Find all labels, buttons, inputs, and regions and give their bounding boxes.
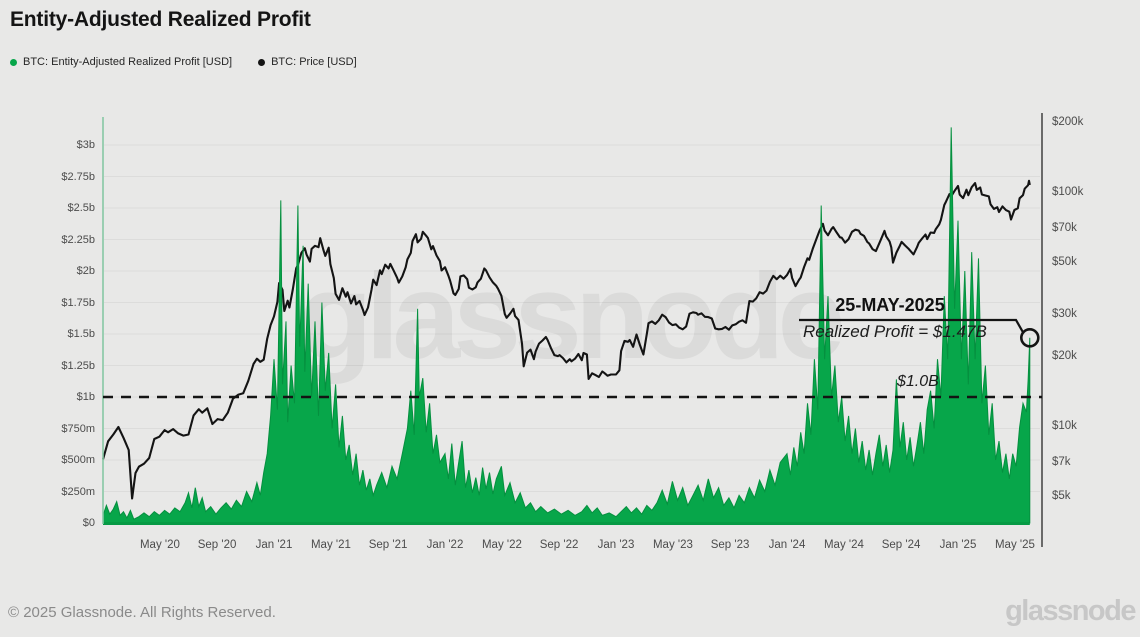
legend-dot-green-icon xyxy=(10,58,17,66)
y-axis-left-tick: $2.5b xyxy=(67,202,95,214)
y-axis-right-tick: $100k xyxy=(1052,186,1084,198)
x-axis-tick: Sep '22 xyxy=(539,539,579,551)
realized-profit-area-series xyxy=(102,127,1031,524)
callout-date-label: 25-MAY-2025 xyxy=(835,295,945,315)
x-axis-tick: May '24 xyxy=(823,539,864,551)
footer-copyright: © 2025 Glassnode. All Rights Reserved. xyxy=(8,604,276,621)
x-axis-tick: Jan '21 xyxy=(255,539,293,551)
legend-item-realized-profit[interactable]: BTC: Entity-Adjusted Realized Profit [US… xyxy=(10,56,232,68)
legend-dot-black-icon xyxy=(258,58,266,66)
x-axis-tick: Sep '24 xyxy=(881,539,921,551)
y-axis-left-tick: $2.75b xyxy=(61,170,95,183)
y-axis-left-tick: $1.5b xyxy=(67,328,95,340)
y-axis-right-tick: $200k xyxy=(1052,115,1084,128)
y-axis-left-tick: $0 xyxy=(82,517,95,529)
y-axis-left-tick: $250m xyxy=(61,485,95,498)
y-axis-left-tick: $500m xyxy=(61,454,95,466)
x-axis-tick: Jan '22 xyxy=(426,539,464,551)
highlight-circle-marker xyxy=(1020,327,1040,348)
page-title: Entity-Adjusted Realized Profit xyxy=(10,8,311,31)
y-axis-right-tick: $20k xyxy=(1052,349,1077,362)
y-axis-left-tick: $750m xyxy=(61,422,95,435)
callout-value-label: Realized Profit = $1.47B xyxy=(803,322,987,341)
x-axis-tick: May '25 xyxy=(994,539,1035,551)
y-axis-right-tick: $5k xyxy=(1052,490,1071,503)
legend-item-price[interactable]: BTC: Price [USD] xyxy=(258,56,357,68)
legend-label: BTC: Entity-Adjusted Realized Profit [US… xyxy=(23,56,233,68)
x-axis-tick: Sep '21 xyxy=(368,539,408,551)
footer-brand-logo: glassnode xyxy=(1005,595,1136,627)
legend-label: BTC: Price [USD] xyxy=(271,56,357,68)
y-axis-right-tick: $50k xyxy=(1052,256,1077,269)
x-axis-tick: Sep '20 xyxy=(197,539,237,551)
y-axis-right-tick: $30k xyxy=(1052,308,1077,321)
x-axis-tick: May '23 xyxy=(652,539,693,551)
y-axis-left-tick: $2.25b xyxy=(61,233,95,246)
x-axis-tick: May '20 xyxy=(139,539,180,551)
y-axis-right-tick: $7k xyxy=(1052,456,1071,469)
threshold-label: $1.0B xyxy=(897,373,939,390)
x-axis-tick: Jan '24 xyxy=(768,539,806,551)
y-axis-left-tick: $1b xyxy=(76,391,95,403)
y-axis-right-tick: $70k xyxy=(1052,222,1077,235)
y-axis-left-tick: $1.75b xyxy=(61,296,95,309)
price-line-series xyxy=(101,179,1031,500)
y-axis-left-tick: $1.25b xyxy=(61,359,95,372)
y-axis-right-tick: $10k xyxy=(1052,420,1077,432)
x-axis-tick: Jan '25 xyxy=(939,539,977,551)
y-axis-left-tick: $2b xyxy=(76,265,95,277)
callout-leader-line xyxy=(799,318,1025,334)
legend: BTC: Entity-Adjusted Realized Profit [US… xyxy=(10,56,357,68)
x-axis-tick: Sep '23 xyxy=(710,539,750,551)
x-axis-tick: May '21 xyxy=(310,539,351,551)
x-axis-tick: Jan '23 xyxy=(597,539,635,551)
x-axis-tick: May '22 xyxy=(481,539,522,551)
y-axis-left-tick: $3b xyxy=(76,139,95,151)
